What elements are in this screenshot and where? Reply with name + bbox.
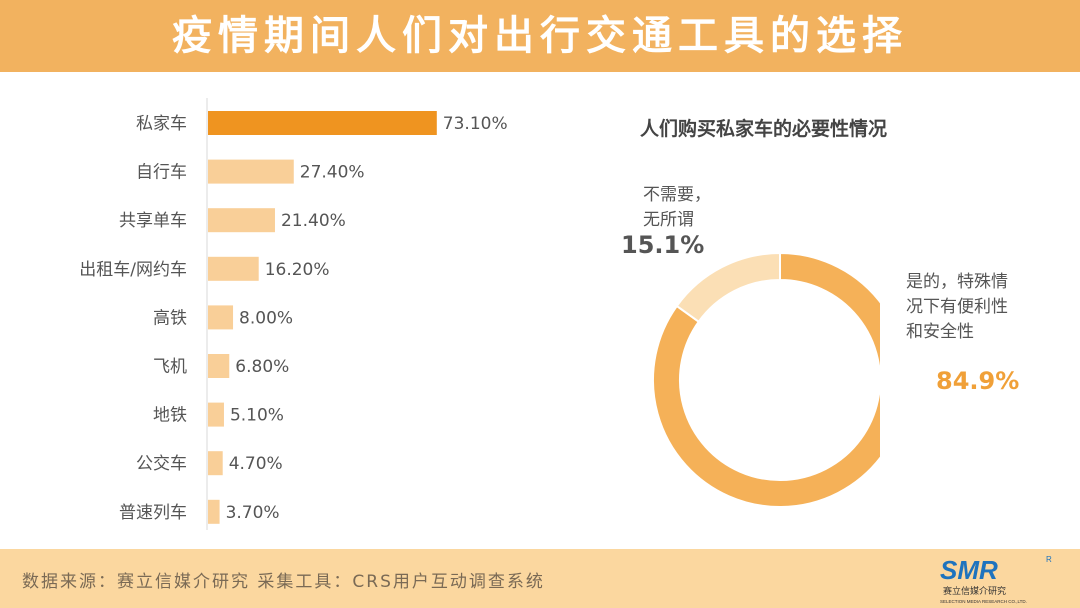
- bar-value-label: 21.40%: [281, 211, 346, 231]
- logo-name: 赛立信媒介研究: [943, 585, 1006, 597]
- bar: [208, 402, 224, 427]
- page-title: 疫情期间人们对出行交通工具的选择: [172, 13, 908, 59]
- donut-label-line: 是的，特殊情: [906, 272, 1008, 292]
- bar-category-label: 共享单车: [119, 211, 187, 231]
- bar-category-label: 私家车: [136, 114, 187, 134]
- smr-logo: SMR R 赛立信媒介研究 SELECTION MEDIA RESEARCH C…: [940, 555, 1052, 604]
- bar-value-label: 8.00%: [239, 308, 293, 328]
- bar-chart: 私家车 73.10% 自行车 27.40% 共享单车 21.40% 出租车/网约车 16.20…: [79, 98, 508, 530]
- bar-value-label: 5.10%: [230, 406, 284, 426]
- bar: [208, 111, 437, 135]
- bar-value-label: 27.40%: [300, 163, 365, 183]
- bar: [208, 354, 230, 378]
- bar-category-label: 出租车/网约车: [79, 260, 187, 280]
- bar-category-label: 公交车: [136, 454, 187, 474]
- donut-chart-title: 人们购买私家车的必要性情况: [640, 118, 888, 140]
- bar-category-label: 高铁: [153, 308, 187, 328]
- bar: [208, 159, 294, 184]
- donut-slice-yes: [652, 251, 880, 508]
- donut-value-yes: 84.9%: [936, 367, 1020, 395]
- donut-label-line: 不需要，: [643, 185, 711, 205]
- bar-value-label: 16.20%: [265, 260, 330, 280]
- bar-value-label: 73.10%: [443, 114, 508, 134]
- bar: [208, 305, 234, 330]
- header-banner: [0, 0, 1080, 72]
- bar: [208, 208, 275, 233]
- bar-value-label: 6.80%: [235, 357, 289, 377]
- bar-category-label: 普速列车: [119, 503, 187, 523]
- logo-registered-mark: R: [1046, 555, 1052, 564]
- donut-slice-no-need: [675, 251, 781, 324]
- logo-mark: SMR: [940, 555, 998, 585]
- bar-value-label: 4.70%: [229, 454, 283, 474]
- donut-label-yes: 是的，特殊情 况下有便利性 和安全性: [906, 270, 1008, 345]
- bar-category-label: 地铁: [153, 406, 187, 426]
- logo-subtext: SELECTION MEDIA RESEARCH CO.,LTD.: [940, 599, 1027, 604]
- bar-value-label: 3.70%: [226, 503, 280, 523]
- donut-label-no-need: 不需要， 无所谓: [643, 183, 711, 233]
- data-source-text: 数据来源：赛立信媒介研究 采集工具：CRS用户互动调查系统: [22, 572, 545, 592]
- donut-label-line: 和安全性: [906, 322, 974, 342]
- donut-label-line: 无所谓: [643, 210, 694, 230]
- bar: [208, 499, 220, 524]
- donut-label-line: 况下有便利性: [906, 297, 1008, 317]
- footer-bar: [0, 549, 1080, 608]
- bar-category-label: 飞机: [153, 357, 187, 377]
- donut-chart: [652, 251, 880, 508]
- donut-value-no-need: 15.1%: [621, 231, 705, 259]
- bar-category-label: 自行车: [136, 163, 187, 183]
- bar: [208, 451, 223, 476]
- bar: [208, 256, 259, 281]
